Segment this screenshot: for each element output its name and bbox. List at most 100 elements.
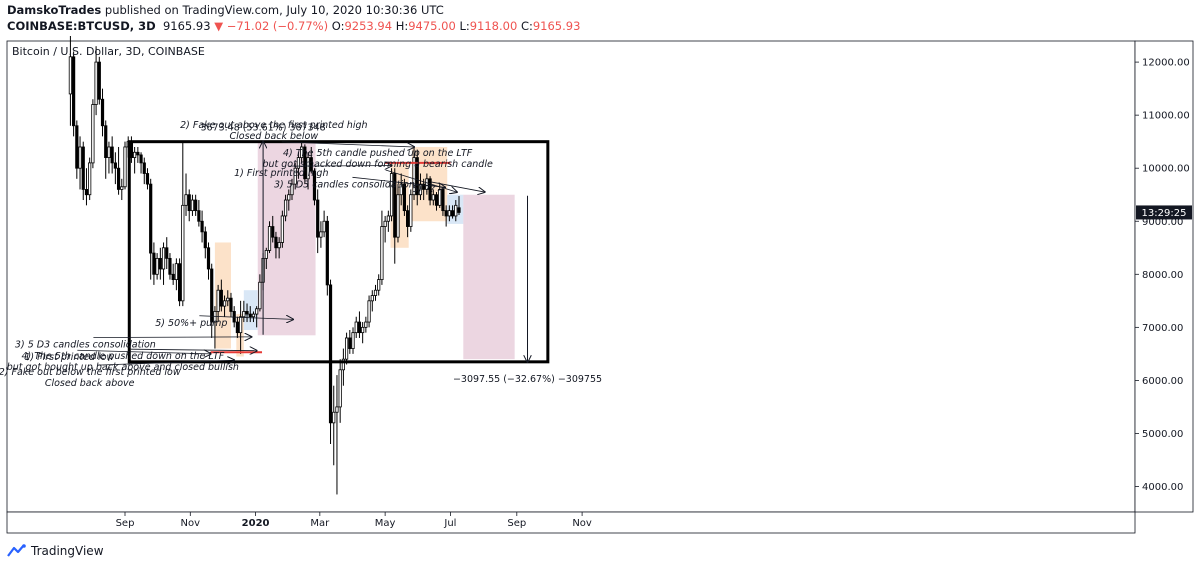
y-tick-label: 7000.00 (1142, 323, 1183, 334)
candle-body (123, 146, 127, 188)
candle-body (171, 273, 175, 281)
candle-body (409, 194, 413, 227)
published-text: published on TradingView.com, July 10, 2… (104, 3, 444, 17)
candle-body (110, 146, 114, 164)
candle-body (348, 337, 352, 349)
ann-question-line: 5) ?? (412, 184, 435, 195)
candle-body (431, 194, 435, 201)
tradingview-logo-icon (7, 544, 26, 557)
ann-pump-line: 5) 50%+ pump (155, 318, 227, 329)
x-tick-label: 2020 (242, 518, 270, 529)
candle-body (274, 236, 278, 249)
candle-body (165, 247, 169, 259)
candle-body (235, 321, 240, 334)
high-label: H: (395, 19, 409, 33)
candle-body (68, 56, 73, 95)
candle-body (136, 151, 140, 156)
candle-body (255, 308, 259, 315)
ann-fakeout-high-line: Closed back below (229, 131, 318, 142)
ann-consolidation-high-line: 3) 5 D3 candles consolidation (274, 179, 415, 190)
candle-body (245, 311, 249, 315)
pink-projection-zone (463, 194, 515, 360)
ann-fakeout-low-line: Closed back above (45, 378, 135, 389)
candle-body (203, 231, 207, 249)
ann-first-low-line: 1) First printed low (24, 352, 114, 363)
candle-body (194, 199, 198, 212)
candle-body (267, 226, 272, 251)
candle-body (412, 157, 416, 196)
x-tick-label: Nov (181, 518, 201, 529)
ann-fakeout-low-line: 2) Fake out below the first printed low (0, 367, 181, 378)
candle-body (319, 231, 323, 238)
candle-body (344, 337, 349, 360)
candle-body (161, 247, 166, 270)
candle-body (422, 183, 426, 190)
candle-body (441, 189, 445, 212)
low-label: L: (459, 19, 470, 33)
candle-body (354, 321, 358, 334)
candle-body (454, 204, 458, 217)
candle-body (271, 226, 275, 238)
candle-body (187, 194, 191, 212)
candle-body (450, 210, 455, 217)
candle-body (312, 170, 317, 201)
change-arrow-icon: ▼ (214, 19, 224, 33)
candle-body (361, 326, 365, 334)
candle-body (181, 204, 185, 302)
x-tick-label: Mar (310, 518, 330, 529)
candle-body (380, 226, 384, 281)
candle-body (120, 186, 124, 190)
orange-zone-1 (214, 242, 231, 349)
candle-body (81, 146, 85, 190)
candle-body (168, 257, 172, 275)
y-tick-label: 9000.00 (1142, 217, 1183, 228)
author-name[interactable]: DamskoTrades (7, 3, 102, 17)
candle-body (425, 178, 429, 190)
candle-body (293, 167, 297, 185)
price-axis[interactable] (1134, 40, 1194, 513)
chart-header: DamskoTrades published on TradingView.co… (0, 0, 1200, 36)
candle-body (197, 210, 201, 222)
price-chart[interactable]: 3673.48 (53.61%) 367348 −3097.55 (−32.67%… (0, 36, 1200, 541)
candle-body (406, 210, 410, 227)
candle-body (434, 194, 439, 206)
tradingview-footer[interactable]: TradingView (7, 541, 104, 561)
candle-body (386, 215, 390, 222)
candle-body (325, 220, 329, 286)
candle-body (149, 183, 153, 254)
candle-body (222, 300, 227, 307)
measure-down-label: −3097.55 (−32.67%) −309755 (453, 374, 602, 385)
candle-body (287, 194, 291, 201)
candle-body (306, 157, 310, 180)
measure-up-label: 3673.48 (53.61%) 367348 (200, 123, 325, 134)
candle-body (251, 313, 256, 318)
candle-body (184, 194, 188, 206)
y-tick-label: 11000.00 (1142, 111, 1190, 122)
open-value: 9253.94 (344, 19, 393, 33)
candle-body (438, 189, 442, 206)
current-price-tag (1136, 205, 1192, 220)
candle-body (283, 199, 288, 217)
y-tick-label: 5000.00 (1142, 429, 1183, 440)
open-label: O: (331, 19, 345, 33)
plot-area[interactable] (6, 40, 1136, 513)
candle-body (309, 157, 313, 172)
y-tick-label: 12000.00 (1142, 58, 1190, 69)
low-value: 9118.00 (469, 19, 518, 33)
publish-line: DamskoTrades published on TradingView.co… (7, 3, 444, 17)
ann-consolidation-high-arrow (352, 176, 445, 187)
candle-body (415, 157, 419, 196)
ann-fakeout-high-line: 2) Fake out above the first printed high (180, 120, 367, 131)
candle-body (97, 61, 101, 100)
time-axis[interactable] (6, 511, 1136, 534)
ann-first-low-arrow (77, 350, 210, 354)
candle-body (396, 194, 400, 238)
ann-fakeout-low-arrow (97, 360, 235, 366)
ann-consolidation-low-arrow (93, 337, 251, 338)
candle-body (303, 146, 307, 180)
ann-pump-arrow (199, 316, 293, 320)
y-tick-label: 4000.00 (1142, 482, 1183, 493)
candle-body (78, 146, 82, 169)
ann-consolidation-low-line: 3) 5 D3 candles consolidation (15, 340, 156, 351)
symbol-name: COINBASE:BTCUSD, 3D (7, 19, 156, 33)
